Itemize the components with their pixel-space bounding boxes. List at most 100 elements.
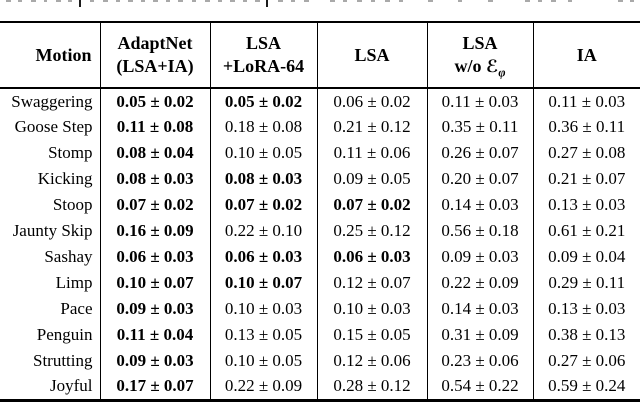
value-cell: 0.16 ± 0.09 — [99, 218, 210, 244]
col-header-lsa-lora64: LSA +LoRA-64 — [209, 22, 317, 89]
value-cell: 0.35 ± 0.11 — [426, 114, 533, 140]
table-row: Stomp 0.08 ± 0.04 0.10 ± 0.05 0.11 ± 0.06 0.… — [0, 140, 640, 166]
table-row: Strutting 0.09 ± 0.03 0.10 ± 0.05 0.12 ± 0.… — [0, 348, 640, 374]
value-cell: 0.06 ± 0.03 — [209, 244, 317, 270]
wo-prefix: w/o — [454, 55, 486, 76]
value-cell: 0.13 ± 0.05 — [209, 322, 317, 348]
value-cell: 0.11 ± 0.03 — [532, 88, 640, 114]
value-cell: 0.56 ± 0.18 — [426, 218, 533, 244]
caption-fragment — [31, 0, 36, 2]
value-cell: 0.22 ± 0.09 — [426, 270, 533, 296]
col-header-ia: IA — [532, 22, 640, 89]
motion-label: Stoop — [52, 195, 93, 214]
script-e-symbol: ℰ — [485, 56, 499, 77]
table-row: Goose Step 0.11 ± 0.08 0.18 ± 0.08 0.21 ± 0… — [0, 114, 640, 140]
value-cell: 0.05 ± 0.02 — [99, 88, 210, 114]
motion-label: Pace — [60, 299, 93, 318]
caption-fragment — [488, 0, 493, 2]
caption-fragment — [278, 0, 283, 2]
motion-label: Penguin — [36, 325, 93, 344]
value-cell: 0.12 ± 0.07 — [316, 270, 427, 296]
caption-fragment — [385, 0, 390, 2]
caption-fragment — [243, 0, 247, 2]
caption-fragment — [90, 0, 94, 2]
value-cell: 0.09 ± 0.03 — [99, 348, 210, 374]
caption-fragment — [399, 0, 403, 2]
value-cell: 0.14 ± 0.03 — [426, 296, 533, 322]
value-cell: 0.18 ± 0.08 — [209, 114, 317, 140]
value-cell: 0.10 ± 0.05 — [209, 348, 317, 374]
value-cell: 0.22 ± 0.09 — [209, 374, 317, 400]
value-cell: 0.06 ± 0.03 — [99, 244, 210, 270]
motion-label: Swaggering — [11, 91, 93, 111]
value-cell: 0.15 ± 0.05 — [316, 322, 427, 348]
value-cell: 0.13 ± 0.03 — [532, 296, 640, 322]
value-cell: 0.10 ± 0.03 — [209, 296, 317, 322]
value-cell: 0.08 ± 0.04 — [99, 140, 210, 166]
value-cell: 0.05 ± 0.02 — [209, 88, 317, 114]
value-cell: 0.21 ± 0.12 — [316, 114, 427, 140]
caption-fragment — [343, 0, 347, 2]
caption-fragment — [428, 0, 433, 2]
caption-fragment — [525, 0, 530, 2]
caption-fragment — [128, 0, 133, 2]
caption-fragment — [166, 0, 170, 2]
motion-label: Sashay — [44, 247, 93, 266]
value-cell: 0.09 ± 0.05 — [316, 166, 427, 192]
caption-fragment — [291, 0, 295, 2]
col-header-motion-label: Motion — [35, 44, 92, 65]
caption-fragment — [44, 0, 47, 2]
value-cell: 0.09 ± 0.03 — [99, 296, 210, 322]
header-row: Motion AdaptNet (LSA+IA) LSA +LoRA-64 LS… — [0, 22, 640, 89]
caption-fragment — [266, 0, 268, 7]
caption-fragment — [230, 0, 235, 2]
col-header-adaptnet: AdaptNet (LSA+IA) — [99, 22, 210, 89]
motion-label: Limp — [55, 273, 93, 292]
caption-fragment — [56, 0, 61, 2]
value-cell: 0.38 ± 0.13 — [532, 322, 640, 348]
value-cell: 0.12 ± 0.06 — [316, 348, 427, 374]
motion-label: Jaunty Skip — [12, 221, 93, 240]
value-cell: 0.27 ± 0.08 — [532, 140, 640, 166]
value-cell: 0.21 ± 0.07 — [532, 166, 640, 192]
value-cell: 0.29 ± 0.11 — [532, 270, 640, 296]
value-cell: 0.23 ± 0.06 — [426, 348, 533, 374]
caption-fragment — [192, 0, 196, 2]
value-cell: 0.13 ± 0.03 — [532, 192, 640, 218]
caption-fragment — [103, 0, 108, 2]
table-row: Jaunty Skip 0.16 ± 0.09 0.22 ± 0.10 0.25 ± … — [0, 218, 640, 244]
value-cell: 0.27 ± 0.06 — [532, 348, 640, 374]
caption-fragment — [371, 0, 375, 2]
value-cell: 0.11 ± 0.04 — [99, 322, 210, 348]
caption-fragment — [538, 0, 542, 2]
value-cell: 0.07 ± 0.02 — [316, 192, 427, 218]
value-cell: 0.09 ± 0.04 — [532, 244, 640, 270]
value-cell: 0.61 ± 0.21 — [532, 218, 640, 244]
value-cell: 0.36 ± 0.11 — [532, 114, 640, 140]
caption-fragment — [6, 0, 11, 2]
table-row: Sashay 0.06 ± 0.03 0.06 ± 0.03 0.06 ± 0.03 0… — [0, 244, 640, 270]
caption-fragment — [551, 0, 556, 2]
motion-label: Stomp — [48, 143, 93, 162]
table-row: Joyful 0.17 ± 0.07 0.22 ± 0.09 0.28 ± 0.12 0… — [0, 374, 640, 400]
table-row: Stoop 0.07 ± 0.02 0.07 ± 0.02 0.07 ± 0.02 0.… — [0, 192, 640, 218]
motion-label: Kicking — [37, 169, 93, 188]
caption-fragment — [68, 0, 72, 2]
value-cell: 0.09 ± 0.03 — [426, 244, 533, 270]
value-cell: 0.14 ± 0.03 — [426, 192, 533, 218]
value-cell: 0.26 ± 0.07 — [426, 140, 533, 166]
value-cell: 0.10 ± 0.07 — [99, 270, 210, 296]
value-cell: 0.54 ± 0.22 — [426, 374, 533, 400]
caption-fragment — [458, 0, 462, 2]
value-cell: 0.08 ± 0.03 — [99, 166, 210, 192]
caption-fragment — [79, 0, 81, 7]
caption-fragment — [205, 0, 210, 2]
table-row: Swaggering 0.05 ± 0.02 0.05 ± 0.02 0.06 ± 0… — [0, 88, 640, 114]
col-header-lsa-wo-ephi: LSA w/o ℰφ — [426, 22, 533, 89]
caption-fragment — [618, 0, 623, 2]
caption-fragment — [357, 0, 362, 2]
value-cell: 0.11 ± 0.06 — [316, 140, 427, 166]
col-header-lsa: LSA — [316, 22, 427, 89]
value-cell: 0.59 ± 0.24 — [532, 374, 640, 400]
table-row: Pace 0.09 ± 0.03 0.10 ± 0.03 0.10 ± 0.03 0.1… — [0, 296, 640, 322]
